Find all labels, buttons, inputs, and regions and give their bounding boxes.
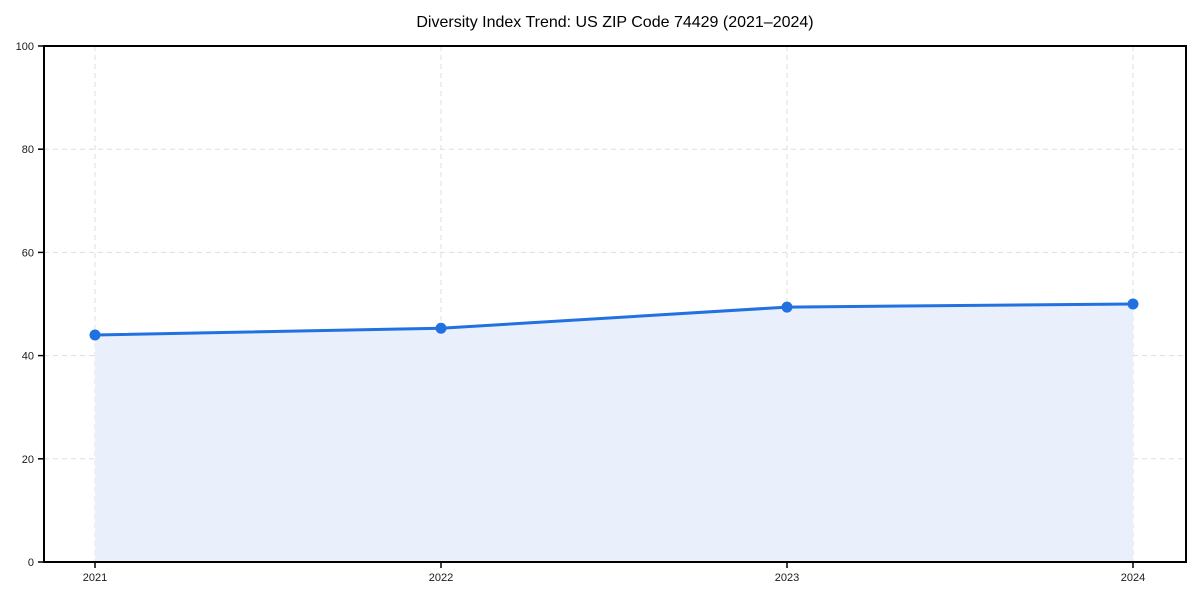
y-tick-label: 0 (28, 557, 34, 569)
plot-area: 0 20 40 60 80 100 2021 2022 2023 2024 (16, 41, 1187, 584)
area-fill (95, 304, 1133, 562)
y-tick-label: 100 (16, 41, 34, 53)
x-tick-label: 2024 (1121, 572, 1145, 584)
y-tick-label: 40 (22, 351, 34, 363)
x-tick-label: 2023 (775, 572, 799, 584)
y-tick-label: 20 (22, 454, 34, 466)
y-tick-label: 80 (22, 144, 34, 156)
data-point-marker (435, 322, 447, 334)
data-point-marker (89, 329, 101, 341)
trend-line (93, 302, 1135, 337)
x-tick-label: 2021 (83, 572, 107, 584)
data-point-marker (1127, 298, 1139, 310)
data-point-marker (781, 301, 793, 313)
chart-title: Diversity Index Trend: US ZIP Code 74429… (416, 14, 813, 31)
plot-border (43, 45, 1187, 563)
y-tick-label: 60 (22, 247, 34, 259)
x-tick-label: 2022 (429, 572, 453, 584)
